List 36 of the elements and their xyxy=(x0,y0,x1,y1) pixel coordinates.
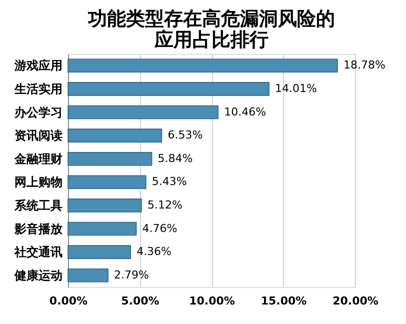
bar xyxy=(68,58,338,73)
y-tick-label: 社交通讯 xyxy=(14,245,62,260)
bar xyxy=(68,105,218,120)
chart-title: 功能类型存在高危漏洞风险的应用占比排行 xyxy=(87,8,335,51)
y-tick-label: 金融理财 xyxy=(14,152,62,166)
y-tick-label: 健康运动 xyxy=(14,268,62,282)
x-tick-label: 15.00% xyxy=(260,294,307,308)
data-label: 5.84% xyxy=(158,152,193,165)
data-label: 4.36% xyxy=(136,245,172,258)
data-label: 14.01% xyxy=(275,82,317,95)
y-tick-label: 网上购物 xyxy=(14,175,62,190)
x-tick-label: 0.00% xyxy=(49,294,88,308)
bar xyxy=(68,245,131,259)
x-tick-label: 20.00% xyxy=(332,294,378,308)
y-tick-label: 游戏应用 xyxy=(14,58,62,73)
x-tick-label: 5.00% xyxy=(121,294,160,308)
y-tick-label: 系统工具 xyxy=(14,198,62,212)
bar xyxy=(68,152,152,166)
data-label: 5.12% xyxy=(147,198,182,212)
bar xyxy=(68,128,162,142)
data-label: 18.78% xyxy=(343,58,386,72)
bar xyxy=(68,222,137,236)
x-tick-label: 10.00% xyxy=(189,294,235,308)
data-label: 6.53% xyxy=(168,128,203,142)
bar xyxy=(68,175,146,190)
bar xyxy=(68,198,142,212)
data-label: 4.76% xyxy=(142,222,178,235)
data-label: 5.43% xyxy=(152,175,187,188)
bar xyxy=(68,268,108,282)
data-label: 10.46% xyxy=(224,105,266,118)
data-label: 2.79% xyxy=(114,268,149,282)
y-tick-label: 资讯阅读 xyxy=(14,128,62,143)
y-tick-label: 办公学习 xyxy=(14,105,62,120)
bar xyxy=(68,82,270,96)
y-tick-label: 影音播放 xyxy=(14,222,64,236)
y-tick-label: 生活实用 xyxy=(14,82,62,96)
